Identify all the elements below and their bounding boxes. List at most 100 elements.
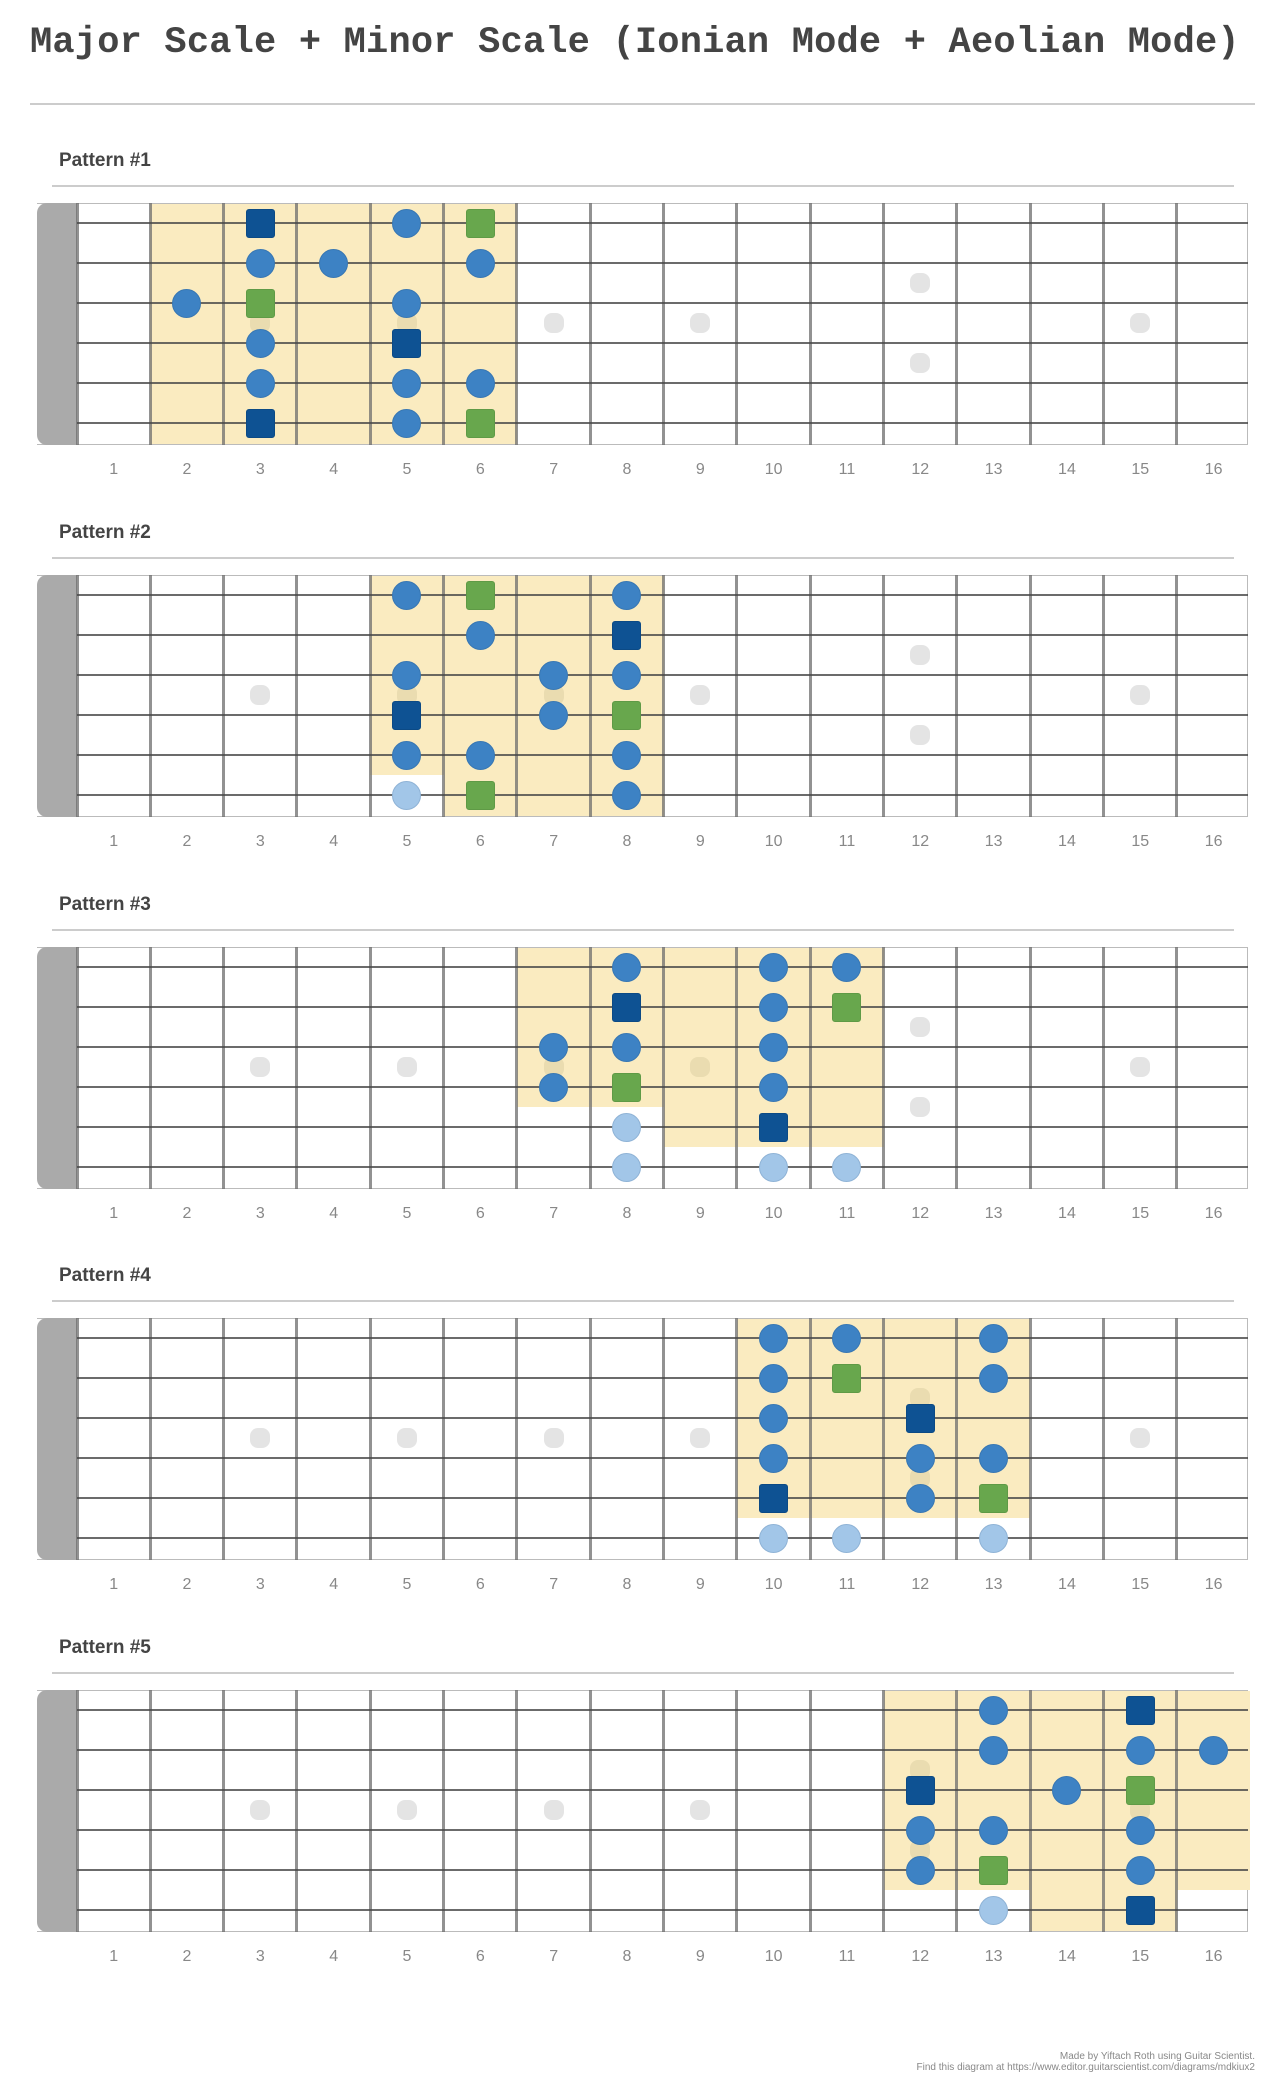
scale-note-dot[interactable] bbox=[979, 1735, 1009, 1765]
scale-note-dot[interactable] bbox=[539, 1072, 569, 1102]
scale-note-dot[interactable] bbox=[539, 660, 569, 690]
scale-note-dot[interactable] bbox=[392, 408, 422, 438]
outside-note-dot[interactable] bbox=[612, 1112, 642, 1142]
scale-note-dot[interactable] bbox=[539, 1032, 569, 1062]
fret-number-label: 7 bbox=[549, 833, 559, 850]
outside-note-dot[interactable] bbox=[759, 1152, 789, 1182]
scale-note-dot[interactable] bbox=[392, 208, 422, 238]
minor-root-square[interactable] bbox=[1125, 1775, 1155, 1805]
fret-number-label: 7 bbox=[549, 461, 559, 478]
scale-note-dot[interactable] bbox=[979, 1363, 1009, 1393]
scale-note-dot[interactable] bbox=[245, 248, 275, 278]
major-root-square[interactable] bbox=[759, 1483, 789, 1513]
major-root-square[interactable] bbox=[245, 208, 275, 238]
scale-note-dot[interactable] bbox=[245, 368, 275, 398]
major-root-square[interactable] bbox=[392, 328, 422, 358]
minor-root-square[interactable] bbox=[465, 780, 495, 810]
scale-note-dot[interactable] bbox=[979, 1323, 1009, 1353]
scale-note-dot[interactable] bbox=[832, 1323, 862, 1353]
scale-note-dot[interactable] bbox=[759, 992, 789, 1022]
minor-root-square[interactable] bbox=[612, 1072, 642, 1102]
scale-note-dot[interactable] bbox=[905, 1443, 935, 1473]
scale-note-dot[interactable] bbox=[759, 1072, 789, 1102]
outside-note-dot[interactable] bbox=[979, 1895, 1009, 1925]
outside-note-dot[interactable] bbox=[612, 1152, 642, 1182]
scale-note-dot[interactable] bbox=[759, 1323, 789, 1353]
outside-note-dot[interactable] bbox=[759, 1523, 789, 1553]
major-root-square[interactable] bbox=[759, 1112, 789, 1142]
fret-inlay-marker bbox=[396, 1428, 417, 1448]
scale-note-dot[interactable] bbox=[612, 780, 642, 810]
minor-root-square[interactable] bbox=[465, 580, 495, 610]
scale-note-dot[interactable] bbox=[1125, 1815, 1155, 1845]
major-root-square[interactable] bbox=[612, 620, 642, 650]
scale-note-dot[interactable] bbox=[979, 1815, 1009, 1845]
scale-note-dot[interactable] bbox=[832, 952, 862, 982]
guitar-string bbox=[77, 1537, 1248, 1539]
minor-root-square[interactable] bbox=[465, 408, 495, 438]
major-root-square[interactable] bbox=[1125, 1895, 1155, 1925]
scale-note-dot[interactable] bbox=[539, 700, 569, 730]
scale-note-dot[interactable] bbox=[759, 1443, 789, 1473]
fret-number-label: 11 bbox=[838, 1205, 856, 1222]
scale-note-dot[interactable] bbox=[905, 1483, 935, 1513]
outside-note-dot[interactable] bbox=[979, 1523, 1009, 1553]
major-root-square[interactable] bbox=[905, 1775, 935, 1805]
scale-note-dot[interactable] bbox=[759, 952, 789, 982]
scale-note-dot[interactable] bbox=[759, 1363, 789, 1393]
scale-note-dot[interactable] bbox=[392, 740, 422, 770]
minor-root-square[interactable] bbox=[832, 1363, 862, 1393]
fret-number-label: 1 bbox=[109, 1948, 119, 1965]
scale-note-dot[interactable] bbox=[319, 248, 349, 278]
scale-note-dot[interactable] bbox=[465, 740, 495, 770]
outside-note-dot[interactable] bbox=[392, 780, 422, 810]
scale-note-dot[interactable] bbox=[979, 1695, 1009, 1725]
footer-link[interactable]: Find this diagram at https://www.editor.… bbox=[916, 2062, 1255, 2073]
major-root-square[interactable] bbox=[1125, 1695, 1155, 1725]
scale-note-dot[interactable] bbox=[392, 580, 422, 610]
scale-note-dot[interactable] bbox=[1199, 1735, 1229, 1765]
scale-note-dot[interactable] bbox=[612, 580, 642, 610]
scale-note-dot[interactable] bbox=[392, 368, 422, 398]
scale-note-dot[interactable] bbox=[905, 1855, 935, 1885]
footer: Made by Yiftach Roth using Guitar Scient… bbox=[917, 2051, 1255, 2073]
scale-note-dot[interactable] bbox=[905, 1815, 935, 1845]
outside-note-dot[interactable] bbox=[832, 1523, 862, 1553]
major-root-square[interactable] bbox=[905, 1403, 935, 1433]
scale-note-dot[interactable] bbox=[465, 368, 495, 398]
fret-number-label: 14 bbox=[1058, 833, 1076, 850]
fret-number-label: 12 bbox=[911, 1205, 930, 1222]
scale-note-dot[interactable] bbox=[465, 248, 495, 278]
scale-note-dot[interactable] bbox=[465, 620, 495, 650]
scale-note-dot[interactable] bbox=[612, 740, 642, 770]
major-root-square[interactable] bbox=[392, 700, 422, 730]
scale-note-dot[interactable] bbox=[1052, 1775, 1082, 1805]
minor-root-square[interactable] bbox=[465, 208, 495, 238]
minor-root-square[interactable] bbox=[979, 1483, 1009, 1513]
minor-root-square[interactable] bbox=[612, 700, 642, 730]
scale-note-dot[interactable] bbox=[979, 1443, 1009, 1473]
pattern-3: Pattern #3 1 2 3 4 5 6 7 8 9 10 11 12 13 14 15 16 bbox=[0, 894, 1279, 1266]
scale-note-dot[interactable] bbox=[759, 1403, 789, 1433]
minor-root-square[interactable] bbox=[979, 1855, 1009, 1885]
minor-root-square[interactable] bbox=[245, 288, 275, 318]
scale-note-dot[interactable] bbox=[612, 1032, 642, 1062]
fret-wire bbox=[882, 575, 886, 817]
major-root-square[interactable] bbox=[245, 408, 275, 438]
fret-number-label: 5 bbox=[402, 1948, 412, 1965]
scale-note-dot[interactable] bbox=[759, 1032, 789, 1062]
scale-note-dot[interactable] bbox=[245, 328, 275, 358]
outside-note-dot[interactable] bbox=[832, 1152, 862, 1182]
fret-inlay-marker bbox=[1130, 1800, 1151, 1820]
scale-note-dot[interactable] bbox=[1125, 1735, 1155, 1765]
minor-root-square[interactable] bbox=[832, 992, 862, 1022]
scale-note-dot[interactable] bbox=[392, 660, 422, 690]
scale-note-dot[interactable] bbox=[612, 660, 642, 690]
fret-wire bbox=[882, 1690, 886, 1932]
scale-note-dot[interactable] bbox=[172, 288, 202, 318]
major-root-square[interactable] bbox=[612, 992, 642, 1022]
scale-note-dot[interactable] bbox=[612, 952, 642, 982]
scale-note-dot[interactable] bbox=[1125, 1855, 1155, 1885]
scale-note-dot[interactable] bbox=[392, 288, 422, 318]
fret-number-label: 11 bbox=[838, 1948, 856, 1965]
